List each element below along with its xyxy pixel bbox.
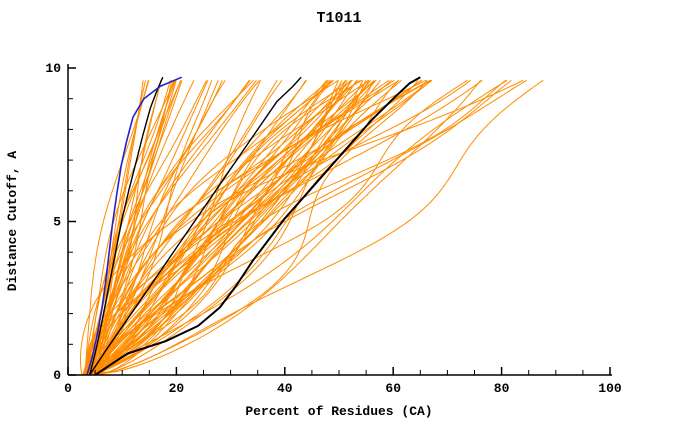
model-curve (88, 79, 333, 376)
tick-label: 40 (277, 381, 293, 396)
model-curve (82, 80, 149, 376)
tick-label: 0 (53, 368, 61, 383)
model-curve (99, 80, 177, 376)
axes-layer: 0 20 40 60 80 100 0 5 10 (45, 61, 622, 396)
tick-label: 100 (598, 381, 622, 396)
model-curve (89, 79, 377, 376)
model-curve (84, 80, 182, 376)
model-curve (86, 76, 183, 376)
model-curve (89, 79, 506, 376)
tick-label: 80 (494, 381, 510, 396)
model-curve (94, 79, 481, 376)
model-curve (98, 79, 468, 376)
model-curve (83, 79, 512, 376)
model-curve (97, 79, 327, 376)
model-curve (94, 76, 421, 376)
model-curve (87, 79, 427, 376)
x-axis-label: Percent of Residues (CA) (245, 404, 432, 419)
model-curve (83, 80, 251, 376)
model-curve (84, 79, 483, 376)
tick-label: 0 (64, 381, 72, 396)
model-curve (93, 79, 255, 376)
model-curve (83, 79, 423, 376)
model-curve (94, 79, 544, 376)
model-curve (89, 76, 164, 376)
model-curve (80, 79, 400, 376)
model-curve (84, 80, 150, 376)
model-curve (93, 79, 381, 376)
curves-layer (80, 76, 544, 376)
model-curve (92, 80, 347, 376)
y-axis-label: Distance Cutoff, A (5, 151, 20, 292)
tick-label: 20 (169, 381, 185, 396)
model-curve (97, 80, 177, 376)
model-curve (97, 80, 370, 376)
model-curve (93, 79, 428, 376)
model-curve (98, 79, 390, 376)
model-curve (99, 79, 334, 376)
tick-label: 10 (45, 61, 61, 76)
model-curve (81, 80, 352, 376)
tick-label: 60 (385, 381, 401, 396)
model-curve (93, 79, 471, 376)
model-curve (94, 79, 352, 376)
model-curve (93, 80, 262, 376)
tick-label: 5 (53, 215, 61, 230)
model-curve (83, 79, 524, 376)
model-curve (86, 79, 363, 376)
model-curve (83, 79, 508, 376)
model-curve (85, 79, 392, 376)
chart-title: T1011 (316, 10, 361, 27)
model-curve (96, 80, 208, 376)
model-curve (92, 79, 339, 376)
model-curve (97, 80, 329, 376)
model-curve (89, 76, 302, 376)
